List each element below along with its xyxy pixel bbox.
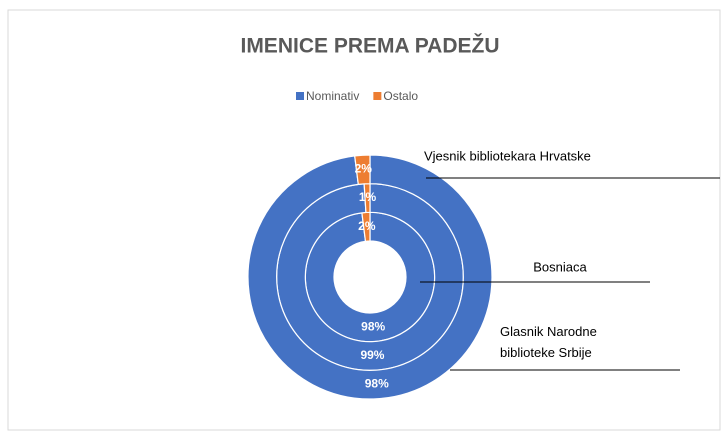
data-label: 99% — [360, 348, 384, 362]
series-annotation: Vjesnik bibliotekara Hrvatske — [424, 148, 591, 163]
data-label: 98% — [361, 319, 385, 333]
legend-label: Nominativ — [306, 89, 359, 103]
data-label: 98% — [365, 377, 389, 391]
legend-label: Ostalo — [383, 89, 418, 103]
legend-swatch — [373, 92, 382, 100]
series-annotation: Bosniaca — [533, 259, 587, 274]
ring-segment — [247, 154, 493, 400]
ring-segment — [354, 154, 371, 186]
data-label: 2% — [355, 162, 373, 176]
data-label: 1% — [359, 190, 377, 204]
legend-swatch — [296, 92, 304, 100]
chart-title: IMENICE PREMA PADEŽU — [240, 34, 499, 58]
series-annotation: Glasnik Narodne biblioteke Srbije — [500, 324, 597, 360]
data-label: 2% — [358, 219, 376, 233]
